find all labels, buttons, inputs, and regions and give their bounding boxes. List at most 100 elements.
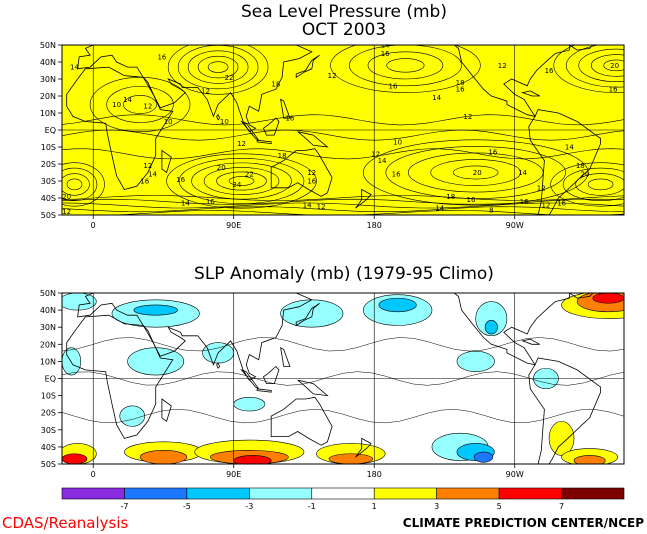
x-tick-label: 0 <box>91 221 96 230</box>
contour-label: 12 <box>201 87 210 95</box>
isobar <box>565 45 624 88</box>
colorbar-swatch <box>61 487 125 500</box>
contour-label: 14 <box>435 205 444 213</box>
colorbar-swatch <box>249 487 313 500</box>
coastline <box>295 54 320 79</box>
contour-label: 16 <box>285 115 294 123</box>
coastline <box>521 338 540 345</box>
isobar <box>62 198 624 205</box>
anomaly-region <box>378 297 417 313</box>
y-tick-label: 30S <box>41 177 56 186</box>
contour-label: 12 <box>498 62 507 70</box>
contour-label: 16 <box>467 196 476 204</box>
anomaly-region <box>592 293 624 304</box>
coastline <box>216 113 221 121</box>
anomaly-region <box>484 320 498 335</box>
colorbar-swatch <box>124 487 188 500</box>
contour-label: 14 <box>181 200 190 208</box>
contour-label: 16 <box>176 176 185 184</box>
contour-label: 16 <box>206 198 215 206</box>
contour-label: 16 <box>488 149 497 157</box>
y-tick-label: 20S <box>41 409 56 418</box>
contour-label: 14 <box>381 42 390 50</box>
contour-label: 16 <box>157 53 166 61</box>
contour-label: 12 <box>143 162 152 170</box>
coastline <box>297 379 329 397</box>
x-tick-label: 90W <box>506 470 524 479</box>
isobar <box>106 86 174 123</box>
contour-label: 20 <box>217 164 226 172</box>
coastlines <box>66 293 601 464</box>
contour-label: 18 <box>576 162 585 170</box>
coastline <box>355 188 372 209</box>
coastline <box>161 149 172 174</box>
anomaly-region <box>548 420 575 456</box>
contour-label: 24 <box>232 181 241 189</box>
slp-title: Sea Level Pressure (mb) <box>241 2 447 22</box>
y-tick-label: 50N <box>40 289 56 298</box>
anomaly-region <box>139 450 188 464</box>
contour-label: 8 <box>489 206 493 214</box>
graticule <box>62 45 624 215</box>
y-tick-label: 20S <box>41 160 56 169</box>
contour-label: 18 <box>271 81 280 89</box>
contour-label: 16 <box>140 178 149 186</box>
anomaly-region <box>62 453 88 464</box>
isobar <box>62 148 624 160</box>
anomaly-region <box>133 304 178 316</box>
isobar <box>62 206 624 213</box>
contour-label: 22 <box>225 74 234 82</box>
coastline <box>568 45 594 51</box>
coastline <box>297 131 329 148</box>
graticule <box>62 293 624 464</box>
y-tick-label: 40N <box>40 306 56 315</box>
anomaly-region <box>573 455 606 464</box>
isobar <box>386 58 425 73</box>
footer-credit: CLIMATE PREDICTION CENTER/NCEP <box>403 516 644 530</box>
coastline <box>389 45 570 117</box>
anomaly-region <box>233 397 266 412</box>
y-tick-label: 20N <box>40 340 56 349</box>
isobar <box>367 51 444 80</box>
isobar <box>167 45 269 95</box>
contour-label: 12 <box>537 184 546 192</box>
coastline <box>355 437 372 458</box>
zero-contour <box>62 337 624 352</box>
contour-label: 12 <box>463 113 472 121</box>
contour-label: 10 <box>393 138 402 146</box>
contour-label: 20 <box>581 171 590 179</box>
isobar <box>62 195 624 201</box>
contour-label: 18 <box>456 79 465 87</box>
contour-label: 10 <box>164 118 173 126</box>
contour-label: 18 <box>278 152 287 160</box>
isobar <box>62 210 624 215</box>
colorbar-label: -5 <box>183 502 191 511</box>
anomaly-region <box>62 293 97 311</box>
y-tick-label: 10S <box>41 143 56 152</box>
coastline <box>270 148 333 197</box>
isobar <box>587 178 614 191</box>
colorbar-label: -7 <box>120 502 128 511</box>
anomaly-title: SLP Anomaly (mb) (1979-95 Climo) <box>194 264 494 284</box>
contour-label: 16 <box>392 171 401 179</box>
coastline <box>521 90 540 97</box>
colorbar-swatch <box>561 487 625 500</box>
isobar <box>348 45 462 87</box>
isobar <box>562 167 624 202</box>
isobar <box>62 173 90 196</box>
contour-label: 20 <box>610 62 619 70</box>
anomaly-map-panel: 50N 40N 30N 20N 10N EQ 10S 20S 30S 40S 50S 0 90E 180 9… <box>40 289 625 479</box>
x-tick-label: 90E <box>226 221 241 230</box>
y-tick-label: EQ <box>45 126 56 135</box>
isobar-contours <box>62 45 624 215</box>
coastline <box>161 398 172 422</box>
y-tick-label: 30N <box>40 75 56 84</box>
coastline <box>280 346 291 367</box>
isobar <box>216 171 267 191</box>
isobar <box>197 55 239 79</box>
coastline <box>568 293 594 299</box>
colorbar-swatch <box>498 487 562 500</box>
contour-label: 14 <box>378 157 387 165</box>
isobar <box>330 45 481 93</box>
anomaly-region <box>475 301 508 337</box>
